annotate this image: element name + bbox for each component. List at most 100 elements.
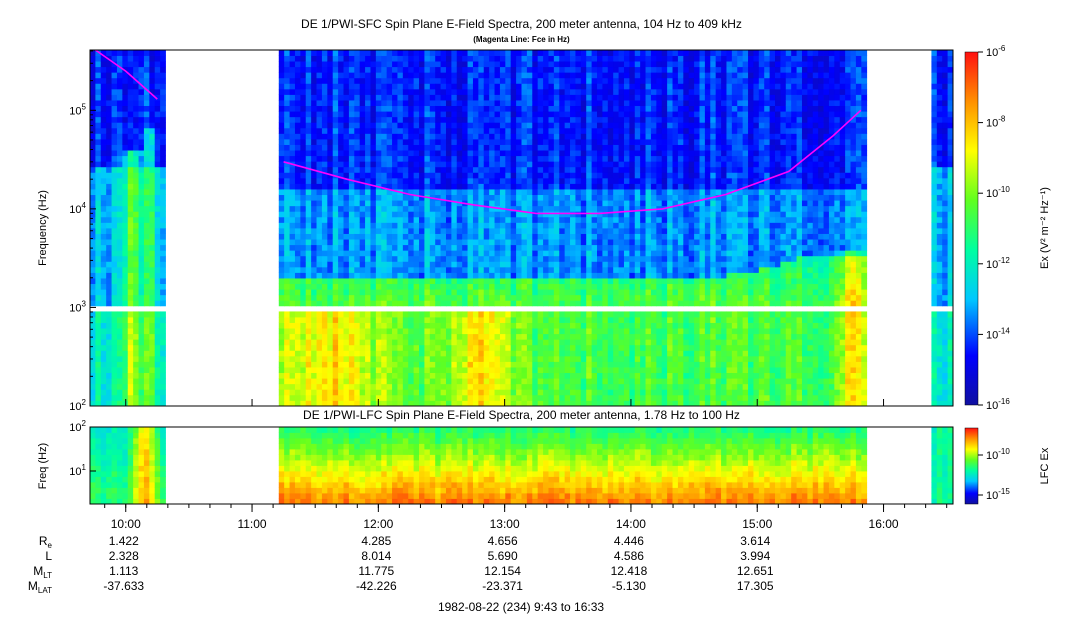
sfc-cell	[494, 355, 501, 362]
sfc-cell	[429, 328, 436, 335]
sfc-cell	[445, 194, 452, 201]
sfc-cell	[618, 66, 625, 73]
sfc-cell	[365, 372, 371, 379]
sfc-cell	[548, 144, 555, 151]
sfc-cell	[111, 328, 118, 335]
sfc-cell	[284, 294, 290, 301]
sfc-cell	[316, 127, 323, 134]
sfc-cell	[370, 83, 377, 90]
sfc-cell	[510, 244, 517, 251]
sfc-cell	[106, 105, 112, 112]
sfc-cell	[300, 244, 307, 251]
sfc-cell	[499, 150, 506, 157]
sfc-cell	[456, 266, 463, 273]
sfc-cell	[300, 389, 307, 396]
sfc-cell	[305, 111, 312, 118]
sfc-cell	[629, 350, 636, 357]
sfc-cell	[570, 355, 576, 362]
sfc-cell	[586, 205, 593, 212]
sfc-cell	[591, 66, 598, 73]
sfc-cell	[106, 133, 112, 140]
sfc-cell	[133, 383, 139, 390]
sfc-cell	[548, 105, 555, 112]
sfc-cell	[365, 367, 371, 374]
sfc-cell	[510, 88, 517, 95]
sfc-cell	[559, 283, 566, 290]
sfc-cell	[408, 239, 415, 246]
sfc-cell	[424, 77, 431, 84]
sfc-cell	[160, 311, 166, 318]
sfc-cell	[413, 216, 420, 223]
sfc-cell	[343, 183, 350, 190]
sfc-cell	[429, 367, 436, 374]
sfc-cell	[289, 233, 296, 240]
sfc-cell	[338, 289, 344, 296]
sfc-cell	[597, 250, 603, 257]
sfc-cell	[478, 328, 485, 335]
sfc-cell	[381, 111, 388, 118]
sfc-cell	[445, 317, 452, 323]
sfc-cell	[489, 139, 495, 145]
sfc-cell	[348, 339, 355, 346]
sfc-cell	[607, 367, 614, 374]
sfc-cell	[381, 339, 388, 346]
sfc-cell	[602, 378, 609, 385]
sfc-cell	[160, 133, 166, 140]
sfc-cell	[445, 328, 452, 335]
sfc-cell	[435, 233, 441, 240]
sfc-cell	[456, 88, 463, 95]
sfc-cell	[397, 111, 404, 118]
sfc-cell	[321, 383, 328, 390]
sfc-cell	[332, 383, 339, 390]
sfc-cell	[321, 255, 328, 262]
sfc-cell	[95, 216, 102, 223]
sfc-cell	[618, 400, 625, 406]
sfc-cell	[370, 166, 377, 173]
sfc-cell	[553, 289, 560, 296]
sfc-cell	[494, 322, 501, 329]
sfc-cell	[618, 283, 625, 290]
sfc-cell	[548, 61, 555, 68]
sfc-cell	[365, 350, 371, 357]
sfc-cell	[623, 244, 630, 251]
sfc-cell	[160, 172, 166, 179]
sfc-cell	[348, 122, 355, 129]
sfc-cell	[526, 72, 533, 79]
sfc-cell	[597, 161, 603, 168]
sfc-cell	[278, 239, 285, 246]
sfc-cell	[623, 333, 630, 340]
sfc-cell	[138, 333, 145, 340]
sfc-cell	[591, 250, 598, 257]
sfc-cell	[338, 94, 344, 101]
sfc-cell	[332, 355, 339, 362]
sfc-cell	[521, 255, 528, 262]
sfc-cell	[548, 372, 555, 379]
sfc-cell	[111, 205, 118, 212]
sfc-cell	[586, 361, 593, 368]
sfc-cell	[548, 77, 555, 84]
sfc-cell	[413, 344, 420, 351]
sfc-cell	[570, 283, 576, 290]
sfc-cell	[133, 194, 139, 201]
sfc-cell	[316, 300, 323, 307]
sfc-cell	[575, 122, 582, 129]
sfc-cell	[440, 127, 447, 134]
sfc-cell	[408, 61, 415, 68]
sfc-cell	[462, 122, 468, 129]
sfc-cell	[100, 266, 107, 273]
sfc-cell	[138, 144, 145, 151]
sfc-cell	[505, 211, 512, 218]
sfc-cell	[591, 400, 598, 406]
sfc-cell	[154, 239, 161, 246]
sfc-cell	[543, 139, 549, 145]
sfc-cell	[284, 139, 290, 145]
sfc-cell	[338, 383, 344, 390]
sfc-cell	[489, 72, 495, 79]
sfc-cell	[537, 361, 544, 368]
sfc-cell	[429, 228, 436, 234]
sfc-cell	[300, 55, 307, 62]
sfc-cell	[467, 355, 474, 362]
sfc-cell	[327, 83, 334, 90]
sfc-cell	[338, 300, 344, 307]
sfc-cell	[580, 350, 587, 357]
